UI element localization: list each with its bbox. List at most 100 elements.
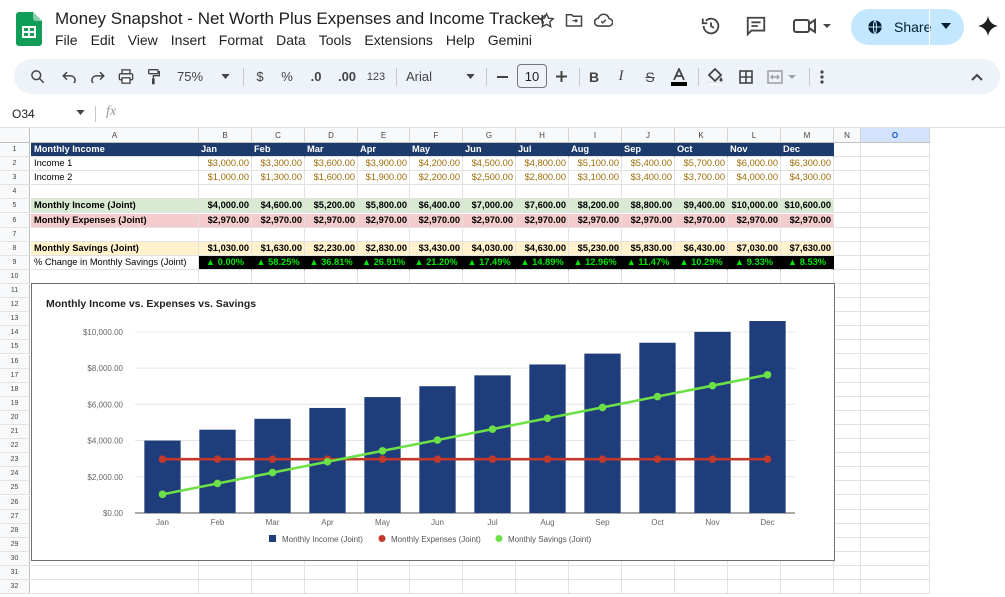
column-header-e[interactable]: E	[358, 128, 410, 143]
grid-cell[interactable]	[516, 227, 569, 242]
grid-cell[interactable]	[781, 566, 834, 581]
column-header-n[interactable]: N	[834, 128, 861, 143]
income-2-row-cell[interactable]: $3,400.00	[622, 171, 675, 186]
row-header-7[interactable]: 7	[0, 227, 30, 242]
grid-cell[interactable]	[199, 269, 252, 284]
grid-cell[interactable]	[781, 227, 834, 242]
header-row-label[interactable]: Monthly Income	[31, 143, 199, 158]
income-1-row-cell[interactable]: $6,000.00	[728, 157, 781, 172]
name-box[interactable]: O34	[12, 107, 35, 121]
menu-extensions[interactable]: Extensions	[364, 32, 433, 48]
row-header-24[interactable]: 24	[0, 467, 30, 482]
grid-cell[interactable]	[834, 199, 861, 214]
row-header-4[interactable]: 4	[0, 185, 30, 200]
pct-change-row-cell[interactable]: ▲ 17.49%	[463, 255, 516, 270]
more-options-icon[interactable]	[814, 59, 830, 94]
expenses-joint-row-cell[interactable]: $2,970.00	[675, 213, 728, 228]
grid-cell[interactable]	[305, 580, 358, 595]
column-header-i[interactable]: I	[569, 128, 622, 143]
column-header-j[interactable]: J	[622, 128, 675, 143]
zoom-dropdown-icon[interactable]	[219, 59, 231, 94]
menu-view[interactable]: View	[127, 32, 158, 48]
grid-cell[interactable]	[834, 312, 861, 327]
grid-cell[interactable]	[861, 551, 930, 566]
header-row-cell[interactable]: May	[410, 143, 463, 158]
grid-cell[interactable]	[252, 227, 305, 242]
grid-cell[interactable]	[834, 298, 861, 313]
menu-tools[interactable]: Tools	[318, 32, 352, 48]
pct-change-row-cell[interactable]: ▲ 0.00%	[199, 255, 252, 270]
income-joint-row-label[interactable]: Monthly Income (Joint)	[31, 199, 199, 214]
grid-cell[interactable]	[834, 213, 861, 228]
grid-cell[interactable]	[834, 509, 861, 524]
income-1-row-cell[interactable]: $3,600.00	[305, 157, 358, 172]
savings-joint-row-cell[interactable]: $1,630.00	[252, 241, 305, 256]
grid-cell[interactable]	[358, 566, 410, 581]
grid-cell[interactable]	[622, 227, 675, 242]
income-2-row-cell[interactable]: $1,000.00	[199, 171, 252, 186]
grid-cell[interactable]	[622, 580, 675, 595]
grid-cell[interactable]	[834, 269, 861, 284]
header-row-cell[interactable]: Nov	[728, 143, 781, 158]
savings-joint-row-cell[interactable]: $7,030.00	[728, 241, 781, 256]
meet-call-icon[interactable]	[792, 14, 836, 38]
grid-cell[interactable]	[861, 566, 930, 581]
pct-change-row-cell[interactable]: ▲ 8.53%	[781, 255, 834, 270]
savings-joint-row-cell[interactable]: $4,030.00	[463, 241, 516, 256]
header-row-cell[interactable]: Feb	[252, 143, 305, 158]
bold-icon[interactable]: B	[588, 68, 600, 85]
grid-cell[interactable]	[463, 580, 516, 595]
income-2-row-cell[interactable]: $4,300.00	[781, 171, 834, 186]
income-joint-row-cell[interactable]: $8,800.00	[622, 199, 675, 214]
row-header-17[interactable]: 17	[0, 368, 30, 383]
pct-change-row-cell[interactable]: ▲ 14.89%	[516, 255, 569, 270]
menu-format[interactable]: Format	[218, 32, 264, 48]
income-2-row-label[interactable]: Income 2	[31, 171, 199, 186]
grid-cell[interactable]	[861, 580, 930, 595]
header-row-cell[interactable]: Dec	[781, 143, 834, 158]
row-header-16[interactable]: 16	[0, 354, 30, 369]
column-header-b[interactable]: B	[199, 128, 252, 143]
savings-joint-row-label[interactable]: Monthly Savings (Joint)	[31, 241, 199, 256]
column-header-c[interactable]: C	[252, 128, 305, 143]
print-icon[interactable]	[115, 59, 137, 94]
grid-cell[interactable]	[675, 227, 728, 242]
grid-cell[interactable]	[728, 185, 781, 200]
menu-insert[interactable]: Insert	[170, 32, 206, 48]
paint-format-icon[interactable]	[143, 59, 165, 94]
expenses-joint-row-cell[interactable]: $2,970.00	[252, 213, 305, 228]
grid-cell[interactable]	[861, 157, 930, 172]
version-history-icon[interactable]	[699, 14, 723, 38]
income-joint-row-cell[interactable]: $10,000.00	[728, 199, 781, 214]
grid-cell[interactable]	[861, 509, 930, 524]
income-1-row-cell[interactable]: $5,400.00	[622, 157, 675, 172]
grid-cell[interactable]	[31, 185, 199, 200]
column-header-m[interactable]: M	[781, 128, 834, 143]
grid-cell[interactable]	[358, 580, 410, 595]
column-header-a[interactable]: A	[31, 128, 199, 143]
star-icon[interactable]	[536, 10, 556, 30]
sheets-logo-icon[interactable]	[16, 12, 42, 46]
grid-cell[interactable]	[463, 227, 516, 242]
grid-cell[interactable]	[675, 566, 728, 581]
row-header-29[interactable]: 29	[0, 537, 30, 552]
grid-cell[interactable]	[834, 284, 861, 299]
header-row-cell[interactable]: Jun	[463, 143, 516, 158]
collapse-toolbar-icon[interactable]	[967, 59, 987, 94]
column-header-h[interactable]: H	[516, 128, 569, 143]
income-1-row-cell[interactable]: $5,700.00	[675, 157, 728, 172]
menu-gemini[interactable]: Gemini	[487, 32, 533, 48]
menu-data[interactable]: Data	[276, 32, 306, 48]
grid-cell[interactable]	[834, 439, 861, 454]
grid-cell[interactable]	[516, 185, 569, 200]
grid-cell[interactable]	[252, 580, 305, 595]
grid-cell[interactable]	[834, 410, 861, 425]
grid-cell[interactable]	[622, 185, 675, 200]
comments-icon[interactable]	[744, 14, 768, 38]
row-header-22[interactable]: 22	[0, 439, 30, 454]
grid-cell[interactable]	[834, 523, 861, 538]
expenses-joint-row-cell[interactable]: $2,970.00	[569, 213, 622, 228]
grid-cell[interactable]	[861, 495, 930, 510]
income-2-row-cell[interactable]: $2,500.00	[463, 171, 516, 186]
grid-cell[interactable]	[358, 227, 410, 242]
